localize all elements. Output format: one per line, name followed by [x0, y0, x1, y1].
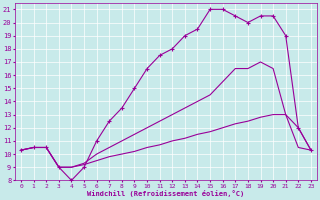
X-axis label: Windchill (Refroidissement éolien,°C): Windchill (Refroidissement éolien,°C)	[87, 190, 244, 197]
